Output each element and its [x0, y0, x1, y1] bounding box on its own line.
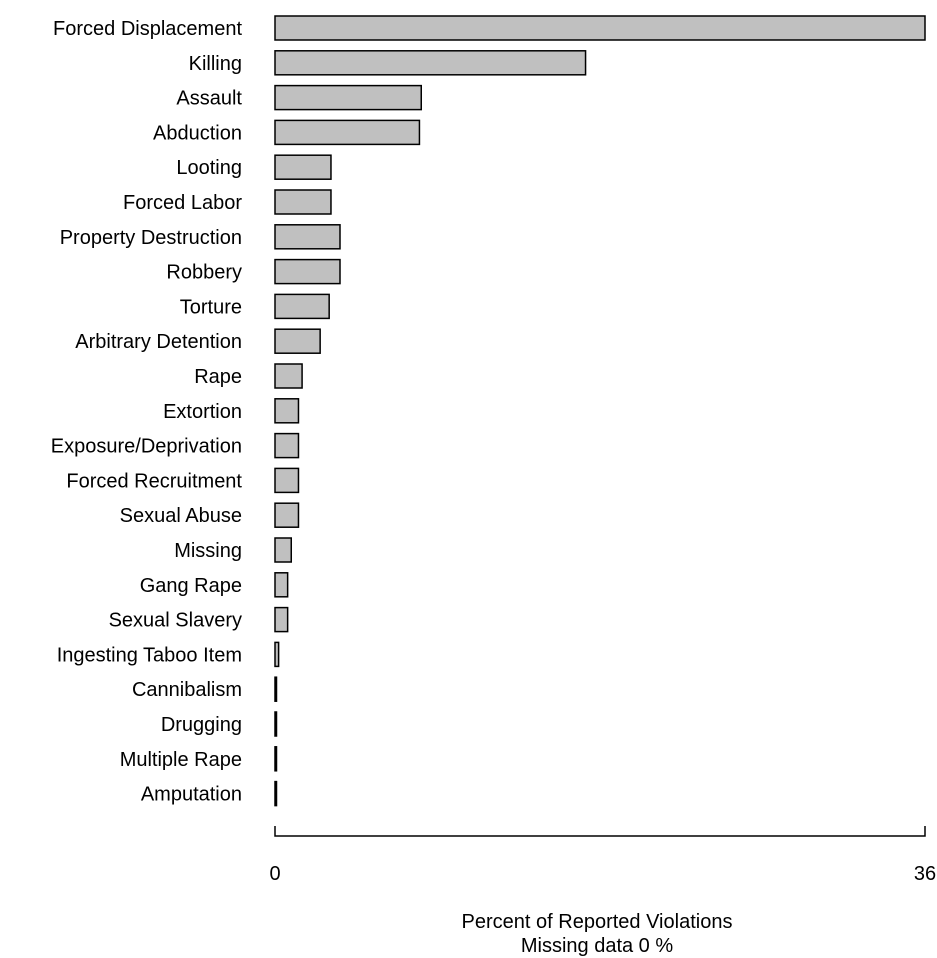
x-axis-line — [274, 826, 926, 837]
category-label: Exposure/Deprivation — [51, 436, 242, 458]
category-label: Forced Labor — [123, 192, 242, 214]
category-label: Rape — [194, 366, 242, 388]
bar — [274, 432, 300, 459]
bar — [274, 154, 332, 180]
bar — [274, 606, 289, 633]
bar — [274, 676, 278, 702]
bar — [274, 15, 926, 41]
category-label: Sexual Abuse — [120, 505, 242, 527]
category-label: Forced Recruitment — [66, 470, 242, 492]
bar — [274, 258, 341, 285]
category-label: Robbery — [166, 262, 242, 284]
bar — [274, 84, 422, 111]
bar — [274, 641, 280, 668]
category-label: Sexual Slavery — [109, 610, 242, 632]
bar — [274, 572, 289, 598]
bar — [274, 293, 330, 320]
category-label: Killing — [189, 53, 242, 75]
category-label: Torture — [180, 296, 242, 318]
bar — [274, 502, 300, 528]
bar — [274, 537, 292, 563]
category-label: Amputation — [141, 784, 242, 806]
category-label: Forced Displacement — [53, 18, 242, 40]
category-label: Looting — [176, 157, 242, 179]
category-label: Multiple Rape — [120, 749, 242, 771]
x-axis-title: Percent of Reported Violations — [462, 911, 733, 933]
x-tick-label-0: 0 — [269, 863, 280, 885]
category-label: Cannibalism — [132, 679, 242, 701]
bar — [274, 363, 303, 389]
bar — [274, 711, 278, 737]
category-label: Assault — [176, 88, 242, 110]
x-axis: 0 36 — [269, 826, 936, 885]
bar — [274, 189, 332, 215]
category-label: Missing — [174, 540, 242, 562]
category-label: Abduction — [153, 122, 242, 144]
category-label: Gang Rape — [140, 575, 242, 597]
x-tick-label-1: 36 — [914, 863, 936, 885]
bar — [274, 780, 278, 807]
bar — [274, 746, 278, 772]
bar — [274, 398, 300, 424]
category-label: Property Destruction — [60, 227, 242, 249]
category-label: Extortion — [163, 401, 242, 423]
category-label: Drugging — [161, 714, 242, 736]
category-labels: Forced Displacement Killing Assault Abducti… — [51, 18, 243, 806]
bars — [274, 15, 926, 807]
bar — [274, 224, 341, 250]
bar — [274, 467, 300, 494]
chart-subtitle: Missing data 0 % — [521, 935, 674, 957]
bar — [274, 50, 587, 76]
bar — [274, 328, 321, 354]
bar — [274, 119, 421, 146]
category-label: Arbitrary Detention — [75, 331, 242, 353]
category-label: Ingesting Taboo Item — [57, 644, 242, 666]
